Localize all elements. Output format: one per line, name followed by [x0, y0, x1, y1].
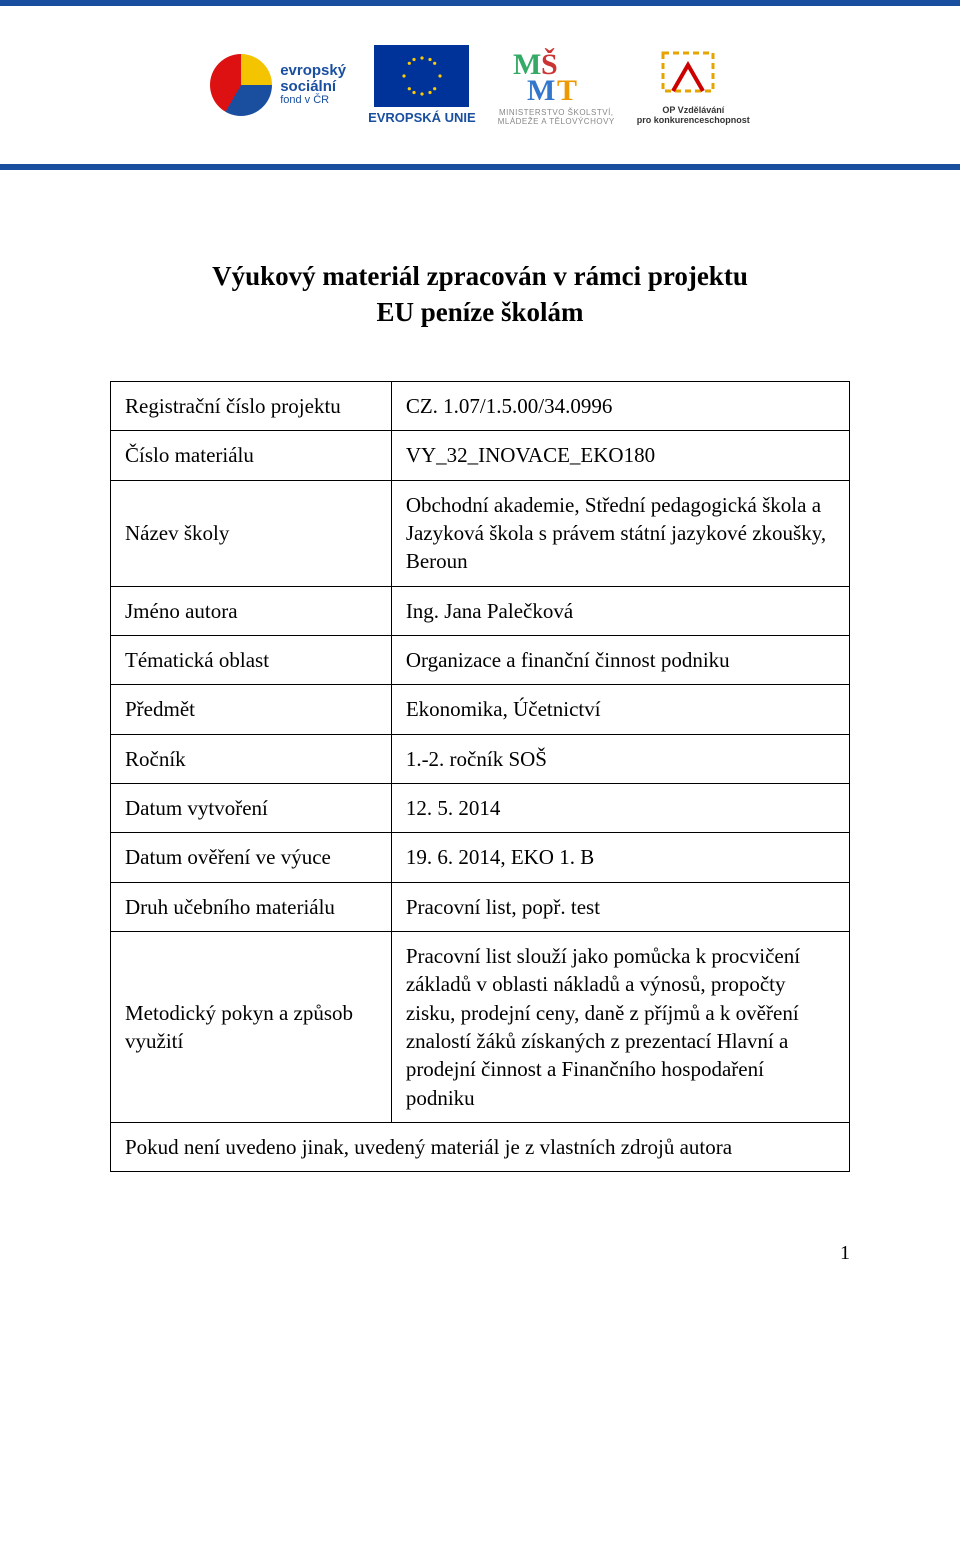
table-row: Datum ověření ve výuce19. 6. 2014, EKO 1…	[111, 833, 850, 882]
page: evropský sociální fond v ČR	[0, 0, 960, 1305]
table-row: Tématická oblastOrganizace a finanční či…	[111, 635, 850, 684]
esf-line1: evropský	[280, 62, 346, 79]
table-footer: Pokud není uvedeno jinak, uvedený materi…	[111, 1123, 850, 1172]
row-label: Tématická oblast	[111, 635, 392, 684]
eu-label: EVROPSKÁ UNIE	[368, 111, 476, 125]
title-line1: Výukový materiál zpracován v rámci proje…	[110, 258, 850, 294]
table-row: Název školyObchodní akademie, Střední pe…	[111, 480, 850, 586]
esf-text: evropský sociální fond v ČR	[280, 63, 346, 106]
document-title: Výukový materiál zpracován v rámci proje…	[110, 258, 850, 331]
msmt-line1: MINISTERSTVO ŠKOLSTVÍ,	[499, 108, 614, 117]
row-value: Ing. Jana Palečková	[391, 586, 849, 635]
table-row: Metodický pokyn a způsob využitíPracovní…	[111, 932, 850, 1123]
title-line2: EU peníze školám	[110, 294, 850, 330]
row-label: Datum ověření ve výuce	[111, 833, 392, 882]
opvk-line1: OP Vzdělávání	[662, 105, 724, 115]
opvk-text: OP Vzdělávání pro konkurenceschopnost	[637, 106, 750, 126]
row-label: Datum vytvoření	[111, 783, 392, 832]
table-row: Jméno autoraIng. Jana Palečková	[111, 586, 850, 635]
esf-logo-block: evropský sociální fond v ČR	[210, 54, 346, 116]
row-value: Ekonomika, Účetnictví	[391, 685, 849, 734]
table-row: Registrační číslo projektuCZ. 1.07/1.5.0…	[111, 381, 850, 430]
svg-text:M: M	[527, 74, 555, 104]
eu-flag-icon	[374, 45, 469, 107]
metadata-tbody: Registrační číslo projektuCZ. 1.07/1.5.0…	[111, 381, 850, 1172]
row-value: 12. 5. 2014	[391, 783, 849, 832]
table-row: Druh učebního materiáluPracovní list, po…	[111, 882, 850, 931]
row-value: Organizace a finanční činnost podniku	[391, 635, 849, 684]
opvk-line2: pro konkurenceschopnost	[637, 115, 750, 125]
svg-text:T: T	[557, 74, 577, 104]
row-value: Obchodní akademie, Střední pedagogická š…	[391, 480, 849, 586]
msmt-line2: MLÁDEŽE A TĚLOVÝCHOVY	[498, 117, 615, 126]
row-value: Pracovní list, popř. test	[391, 882, 849, 931]
row-label: Název školy	[111, 480, 392, 586]
page-number: 1	[0, 1242, 850, 1265]
row-label: Metodický pokyn a způsob využití	[111, 932, 392, 1123]
funding-banner: evropský sociální fond v ČR	[0, 0, 960, 170]
row-label: Registrační číslo projektu	[111, 381, 392, 430]
eu-stars-icon	[399, 53, 445, 99]
table-row: Datum vytvoření12. 5. 2014	[111, 783, 850, 832]
esf-pie-icon	[210, 54, 272, 116]
row-value: Pracovní list slouží jako pomůcka k proc…	[391, 932, 849, 1123]
msmt-logo-icon: M Š M T	[511, 44, 601, 107]
row-label: Předmět	[111, 685, 392, 734]
msmt-logo-block: M Š M T MINISTERSTVO ŠKOLSTVÍ, MLÁDEŽE A…	[498, 44, 615, 127]
row-label: Číslo materiálu	[111, 431, 392, 480]
table-footer-row: Pokud není uvedeno jinak, uvedený materi…	[111, 1123, 850, 1172]
table-row: Číslo materiáluVY_32_INOVACE_EKO180	[111, 431, 850, 480]
opvk-logo-icon	[653, 45, 733, 104]
row-label: Druh učebního materiálu	[111, 882, 392, 931]
table-row: PředmětEkonomika, Účetnictví	[111, 685, 850, 734]
table-row: Ročník1.-2. ročník SOŠ	[111, 734, 850, 783]
eu-logo-block: EVROPSKÁ UNIE	[368, 45, 476, 125]
metadata-table: Registrační číslo projektuCZ. 1.07/1.5.0…	[110, 381, 850, 1173]
msmt-text: MINISTERSTVO ŠKOLSTVÍ, MLÁDEŽE A TĚLOVÝC…	[498, 109, 615, 127]
row-value: VY_32_INOVACE_EKO180	[391, 431, 849, 480]
row-value: 19. 6. 2014, EKO 1. B	[391, 833, 849, 882]
row-label: Jméno autora	[111, 586, 392, 635]
row-value: CZ. 1.07/1.5.00/34.0996	[391, 381, 849, 430]
esf-line3: fond v ČR	[280, 95, 346, 107]
row-value: 1.-2. ročník SOŠ	[391, 734, 849, 783]
opvk-logo-block: OP Vzdělávání pro konkurenceschopnost	[637, 45, 750, 126]
esf-line2: sociální	[280, 78, 336, 95]
row-label: Ročník	[111, 734, 392, 783]
